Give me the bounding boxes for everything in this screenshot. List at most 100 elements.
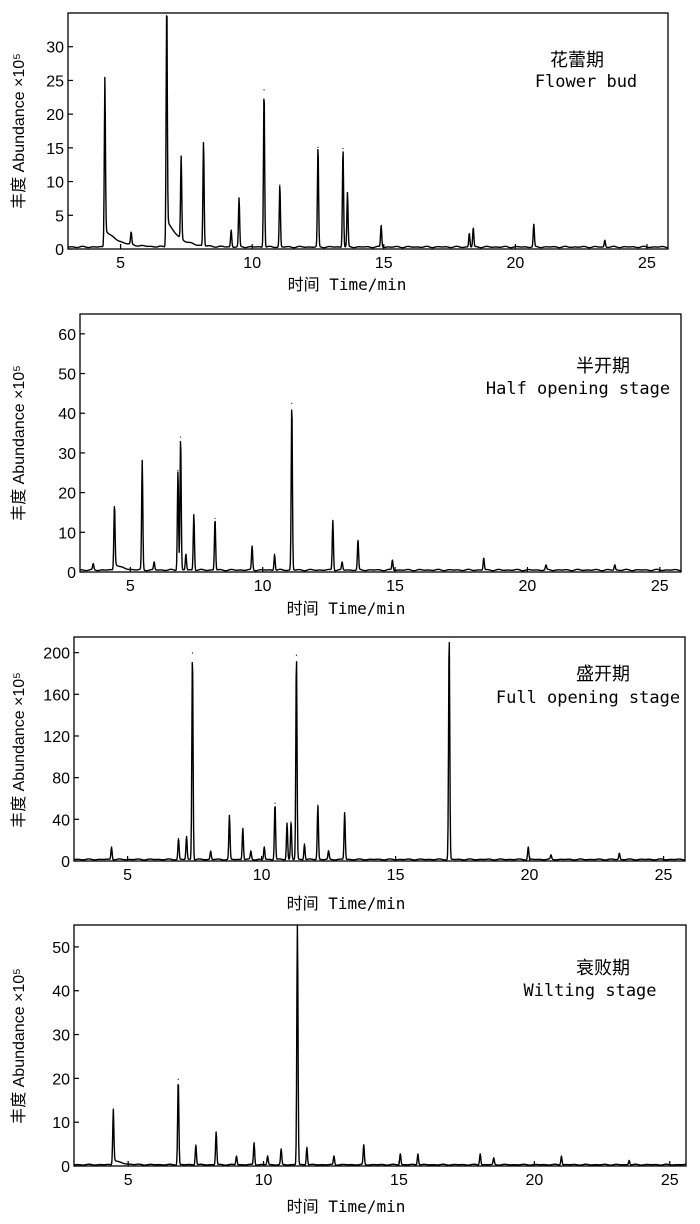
y-tick-label: 20	[58, 486, 76, 503]
y-ticks: 0 5 10 15 20 25 30	[46, 40, 73, 259]
peak-point	[468, 232, 470, 235]
x-axis-label: 时间 Time/min	[287, 599, 406, 618]
stage-title-zh: 花蕾期	[550, 50, 604, 71]
x-axis-label: 时间 Time/min	[287, 894, 406, 913]
x-ticks: 5 10 15 20 25	[126, 567, 669, 595]
y-tick-label: 50	[58, 367, 76, 384]
peak-point	[210, 850, 212, 852]
y-ticks: 0 40 80 120 160 200	[43, 646, 79, 871]
y-tick-label: 40	[52, 984, 70, 1001]
peak-point	[550, 854, 552, 856]
peak-point	[92, 563, 94, 565]
panel-half-opening: 5 10 15 20 25 0 10 20 30 40 50 60 半开期 Half opening…	[10, 313, 682, 618]
peak-point	[153, 561, 155, 563]
chromatogram-trace	[79, 409, 682, 572]
peak-point	[280, 1148, 282, 1150]
x-tick-label: 20	[525, 1172, 543, 1189]
peak-point	[317, 146, 319, 148]
peak-point	[141, 460, 143, 462]
y-tick-label: 15	[46, 141, 64, 158]
peak-point	[483, 557, 485, 559]
x-axis-label: 时间 Time/min	[287, 1197, 406, 1216]
stage-title-en: Wilting stage	[523, 981, 656, 1001]
y-tick-label: 0	[61, 1159, 70, 1176]
y-tick-label: 0	[67, 565, 76, 582]
chromatogram-trace	[73, 924, 687, 1166]
peak-point	[296, 924, 299, 926]
peak-point	[545, 564, 547, 566]
peak-point	[242, 827, 244, 829]
stage-title-en: Flower bud	[535, 72, 637, 92]
y-tick-label: 60	[58, 327, 76, 344]
x-tick-label: 10	[253, 867, 271, 884]
peak-point	[604, 239, 606, 241]
peak-point	[363, 1144, 365, 1146]
peak-point	[235, 1155, 238, 1157]
x-tick-label: 20	[519, 578, 537, 595]
y-tick-label: 30	[52, 1028, 70, 1045]
stage-title-zh: 盛开期	[576, 664, 630, 685]
y-tick-label: 20	[52, 1071, 70, 1088]
peak-point	[303, 843, 306, 845]
y-tick-label: 30	[46, 40, 64, 57]
peak-point	[215, 1131, 217, 1133]
peak-point	[177, 1078, 179, 1080]
x-tick-label: 5	[126, 578, 135, 595]
y-tick-label: 80	[52, 771, 70, 788]
peak-point	[479, 1153, 481, 1155]
y-tick-label: 40	[58, 406, 76, 423]
peak-point	[177, 838, 180, 840]
peak-point	[253, 1142, 255, 1144]
x-tick-label: 15	[387, 867, 405, 884]
y-tick-label: 40	[52, 812, 70, 829]
stage-title-zh: 半开期	[576, 356, 630, 377]
y-ticks: 0 10 20 30 40 50 60	[58, 327, 85, 582]
peak-point	[614, 564, 616, 566]
peak-point	[251, 545, 253, 547]
y-tick-label: 200	[43, 646, 70, 663]
peak-point	[130, 234, 132, 236]
peak-point	[391, 559, 394, 561]
peak-point	[195, 1144, 197, 1146]
peak-point	[267, 1155, 269, 1157]
y-tick-label: 50	[52, 940, 70, 957]
stage-title-en: Full opening stage	[496, 688, 680, 708]
y-tick-label: 20	[46, 107, 64, 124]
peak-point	[112, 1113, 114, 1115]
peak-point	[346, 192, 349, 194]
y-axis-label: 丰度 Abundance ×10⁵	[10, 968, 28, 1124]
x-tick-label: 5	[124, 1172, 133, 1189]
peak-point	[214, 517, 216, 520]
peak-point	[333, 1155, 335, 1157]
peak-point	[417, 1153, 419, 1155]
stage-title-en: Half opening stage	[486, 379, 670, 399]
peak-point	[618, 852, 620, 854]
peak-point	[295, 654, 298, 656]
x-tick-label: 25	[661, 1172, 679, 1189]
y-tick-label: 5	[55, 208, 64, 225]
peak-point	[290, 821, 292, 823]
plot-frame	[73, 636, 686, 862]
x-tick-label: 15	[375, 255, 393, 272]
y-tick-label: 10	[58, 525, 76, 542]
peak-point	[493, 1157, 495, 1159]
peak-point	[185, 835, 188, 838]
peak-point	[317, 804, 319, 806]
peak-point	[180, 164, 182, 166]
y-tick-label: 10	[52, 1115, 70, 1132]
x-axis-label: 时间 Time/min	[288, 275, 407, 294]
x-tick-label: 5	[123, 867, 132, 884]
y-axis-label: 丰度 Abundance ×10⁵	[10, 365, 28, 521]
peak-point	[193, 513, 195, 516]
x-tick-label: 20	[506, 255, 524, 272]
chromatogram-trace	[73, 642, 686, 861]
plot-frame	[73, 924, 687, 1167]
y-tick-label: 0	[61, 854, 70, 871]
panel-full-opening: 5 10 15 20 25 0 40 80 120 160 200 盛开期 Full openin…	[10, 636, 686, 913]
stage-title-zh: 衰败期	[576, 958, 630, 979]
peak-point	[104, 94, 106, 96]
peak-point	[286, 822, 288, 824]
x-tick-label: 10	[254, 578, 272, 595]
chromatogram-trace	[67, 15, 669, 249]
